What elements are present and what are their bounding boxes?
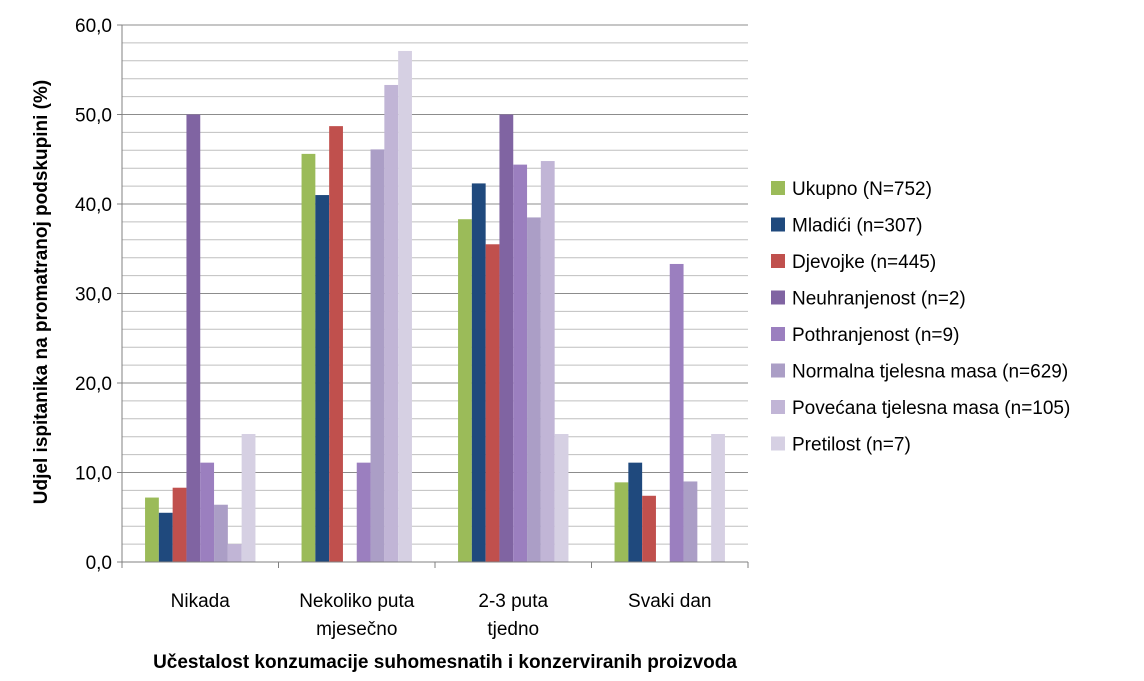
bar: [614, 482, 629, 562]
legend-swatch: [771, 363, 785, 378]
bar: [214, 504, 228, 562]
legend-label: Normalna tjelesna masa (n=629): [792, 362, 1068, 383]
bar: [227, 544, 242, 562]
bar: [315, 195, 330, 563]
bar: [186, 114, 201, 562]
y-tick-label: 40,0: [75, 195, 112, 216]
legend-label: Neuhranjenost (n=2): [792, 289, 966, 310]
bar: [683, 481, 698, 562]
bar: [384, 84, 399, 562]
bar: [241, 434, 256, 562]
bar: [554, 434, 569, 562]
bar: [471, 183, 486, 563]
legend-label: Ukupno (N=752): [792, 179, 932, 200]
y-axis-title: Udjel ispitanika na promatranoj podskupi…: [31, 80, 52, 504]
bar: [669, 263, 684, 562]
bar: [398, 50, 412, 563]
legend: Ukupno (N=752) Mladići (n=307) Djevojke (n…: [771, 179, 1070, 456]
bar: [499, 114, 514, 562]
legend-label: Mladići (n=307): [792, 216, 922, 237]
bar: [329, 126, 343, 562]
legend-swatch: [771, 400, 785, 414]
y-tick-label: 30,0: [75, 285, 112, 306]
bar: [642, 495, 656, 562]
legend-swatch: [771, 436, 785, 451]
y-tick-label: 10,0: [75, 464, 112, 485]
grid-lines: [122, 24, 748, 563]
legend-swatch: [771, 181, 785, 195]
legend-label: Povećana tjelesna masa (n=105): [792, 398, 1070, 419]
x-category-label: Nikada: [171, 591, 231, 612]
bar: [711, 434, 725, 562]
bar: [628, 462, 643, 562]
x-tick-labels: Nikada Nekoliko puta mjesečno 2-3 puta tjedn…: [121, 562, 749, 640]
bar: [485, 244, 500, 562]
x-category-label: Nekoliko puta mjesečno: [299, 591, 415, 640]
bar: [301, 153, 316, 562]
x-category-label: 2-3 puta tjedno: [478, 591, 548, 640]
bar: [172, 487, 187, 562]
y-tick-label: 20,0: [75, 374, 112, 395]
legend-label: Pothranjenost (n=9): [792, 325, 959, 346]
legend-swatch: [771, 327, 785, 341]
y-tick-labels: 0,0 10,0 20,0 30,0 40,0 50,0 60,0: [75, 16, 122, 574]
bars-group: [145, 50, 725, 563]
bar: [527, 217, 541, 563]
legend-swatch: [771, 254, 785, 268]
y-tick-label: 0,0: [86, 553, 112, 574]
legend-label: Djevojke (n=445): [792, 252, 936, 273]
bar: [540, 161, 555, 563]
bar: [145, 497, 159, 562]
y-tick-label: 50,0: [75, 106, 112, 127]
legend-swatch: [771, 290, 785, 305]
legend-label: Pretilost (n=7): [792, 435, 911, 456]
x-axis-title: Učestalost konzumacije suhomesnatih i ko…: [153, 652, 737, 673]
legend-swatch: [771, 217, 785, 232]
bar: [513, 164, 528, 562]
bar: [458, 219, 472, 562]
x-category-label: Svaki dan: [628, 591, 711, 612]
y-tick-label: 60,0: [75, 16, 112, 37]
bar: [370, 149, 385, 562]
bar: [356, 462, 371, 562]
bar: [158, 512, 173, 562]
bar: [200, 462, 215, 562]
